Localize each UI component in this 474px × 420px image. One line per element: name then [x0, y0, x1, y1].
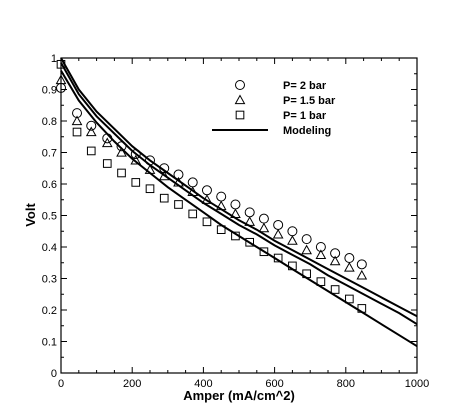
y-tick-label: 0.2	[42, 305, 57, 317]
data-point-circle	[72, 108, 83, 119]
y-tick-label: 0.8	[42, 116, 57, 128]
y-tick-label: 0.4	[42, 242, 57, 254]
data-point-square	[330, 285, 340, 294]
data-point-triangle	[258, 222, 270, 233]
data-point-square	[288, 261, 297, 271]
y-tick-label: 0.3	[42, 274, 57, 286]
data-point-triangle	[85, 126, 97, 137]
data-point-square	[159, 193, 169, 203]
data-point-square	[273, 253, 283, 263]
data-point-triangle	[158, 170, 170, 181]
data-point-triangle	[144, 164, 156, 174]
data-point-triangle	[329, 255, 341, 266]
legend-label: P= 2 bar	[283, 80, 327, 92]
data-point-circle	[130, 149, 141, 160]
data-point-triangle	[173, 176, 184, 187]
data-point-triangle	[130, 154, 142, 165]
legend-swatch-circle	[235, 80, 245, 90]
legend: P= 2 bar P= 1.5 bar P= 1 bar Modeling	[212, 80, 336, 137]
data-point-square	[202, 217, 212, 227]
legend-label: P= 1 bar	[283, 110, 327, 122]
data-point-triangle	[55, 74, 67, 85]
data-point-square	[56, 59, 66, 69]
y-tick-label: 0.1	[42, 337, 57, 349]
y-tick-label: 0.6	[42, 179, 57, 191]
data-point-triangle	[356, 269, 368, 280]
data-point-circle	[330, 248, 341, 259]
data-point-square	[145, 184, 155, 194]
data-point-square	[245, 237, 255, 247]
data-point-square	[316, 277, 326, 286]
data-point-triangle	[287, 235, 298, 245]
data-point-square	[117, 168, 126, 178]
y-tick-label: 1	[51, 53, 57, 65]
modeling-curve-2	[60, 62, 418, 326]
data-point-triangle	[244, 216, 256, 226]
data-point-square	[72, 127, 82, 137]
data-point-triangle	[301, 244, 312, 255]
x-tick-label: 0	[58, 378, 64, 390]
x-tick-label: 800	[337, 378, 355, 390]
data-point-square	[102, 159, 112, 168]
data-point-square	[86, 146, 96, 156]
data-point-triangle	[315, 249, 327, 259]
y-axis-title: Volt	[23, 203, 38, 227]
legend-label: Modeling	[283, 125, 331, 137]
data-point-square	[302, 269, 311, 279]
data-point-circle	[315, 242, 326, 252]
data-point-square	[345, 294, 354, 304]
data-markers	[55, 59, 368, 313]
x-tick-label: 600	[265, 378, 283, 390]
data-point-triangle	[116, 146, 127, 157]
data-point-triangle	[230, 208, 241, 219]
y-tick-label: 0.5	[42, 211, 57, 223]
legend-swatch-square	[235, 110, 245, 120]
x-tick-label: 200	[123, 378, 141, 390]
y-tick-label: 0.7	[42, 148, 57, 160]
data-point-circle	[301, 234, 312, 245]
data-point-circle	[102, 133, 113, 144]
x-tick-label: 400	[194, 378, 212, 390]
modeling-curve-1	[60, 57, 418, 318]
y-tick-label: 0.9	[42, 85, 57, 97]
data-point-triangle	[272, 228, 284, 239]
data-point-triangle	[101, 137, 113, 148]
axis-ticks: 0 200 400 600 800 1000 0 0.1 0.2 0.3 0.4 0.5 0.6 0.7 0…	[42, 53, 430, 390]
legend-label: P= 1.5 bar	[283, 95, 336, 107]
data-point-triangle	[71, 115, 83, 126]
legend-swatch-triangle	[234, 94, 246, 105]
data-point-triangle	[201, 194, 213, 204]
y-tick-label: 0	[51, 368, 57, 380]
data-point-square	[188, 209, 198, 219]
data-point-square	[259, 247, 269, 257]
data-point-triangle	[187, 186, 199, 196]
data-point-square	[231, 231, 240, 241]
data-point-square	[357, 304, 367, 313]
data-point-circle	[86, 120, 97, 131]
data-point-triangle	[215, 200, 227, 211]
data-point-circle	[173, 169, 184, 180]
data-point-circle	[159, 163, 170, 174]
x-tick-label: 1000	[405, 378, 429, 390]
data-point-circle	[116, 141, 127, 152]
data-point-triangle	[344, 261, 355, 272]
data-point-square	[174, 200, 183, 209]
data-point-square	[216, 225, 226, 235]
data-point-circle	[356, 259, 367, 270]
x-axis-title: Amper (mA/cm^2)	[183, 388, 295, 403]
data-point-square	[131, 178, 141, 187]
